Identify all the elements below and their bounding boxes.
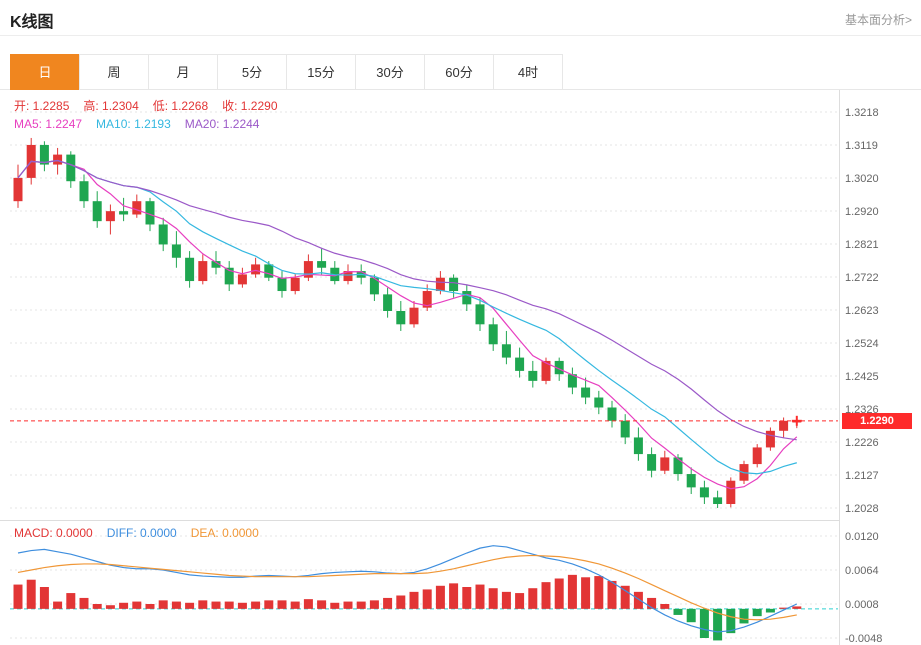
legend-ohlc-item: 开: 1.2285 xyxy=(14,99,70,113)
dea-line xyxy=(17,554,797,621)
current-price-cross-icon xyxy=(791,415,802,426)
macd-axis-label: -0.0048 xyxy=(845,633,882,645)
tab-item-2[interactable]: 月 xyxy=(148,54,218,90)
macd-legend: MACD: 0.0000 DIFF: 0.0000 DEA: 0.0000 xyxy=(14,526,259,540)
timeframe-tabs: 日周月 5分 15分 30分 60分 4时 xyxy=(10,54,563,90)
ma-legend: MA5: 1.2247 MA10: 1.2193 MA20: 1.2244 xyxy=(14,117,259,131)
tab-item-1[interactable]: 周 xyxy=(79,54,149,90)
price-axis-label: 1.2920 xyxy=(845,206,879,218)
price-axis-label: 1.2425 xyxy=(845,371,879,383)
macd-axis-label: 0.0120 xyxy=(845,531,879,543)
price-axis-label: 1.2722 xyxy=(845,272,879,284)
tab-item-0[interactable]: 日 xyxy=(10,54,80,90)
ma20-line xyxy=(17,159,797,441)
legend-ohlc-item: 低: 1.2268 xyxy=(152,99,209,113)
legend-ohlc-item: 高: 1.2304 xyxy=(83,99,139,113)
candles-layer xyxy=(13,137,802,508)
page-title: K线图 xyxy=(10,14,54,31)
price-axis-label: 1.2226 xyxy=(845,437,879,449)
diff-line xyxy=(17,545,798,633)
macd-axis-label: 0.0008 xyxy=(845,599,879,611)
price-axis-label: 1.3020 xyxy=(845,173,879,185)
legend-ohlc-item: 收: 1.2290 xyxy=(222,99,278,113)
ma10-line xyxy=(17,159,797,475)
price-axis-label: 1.3119 xyxy=(845,140,878,152)
header-divider xyxy=(0,35,921,36)
tab-item-5[interactable]: 30分 xyxy=(355,54,425,90)
fundamental-analysis-link[interactable]: 基本面分析> xyxy=(844,13,912,27)
tab-item-4[interactable]: 15分 xyxy=(286,54,356,90)
macd-bars-layer xyxy=(13,574,802,641)
tab-item-6[interactable]: 60分 xyxy=(424,54,494,90)
legend-ma-item: MA10: 1.2193 xyxy=(96,117,171,131)
ma5-line xyxy=(17,159,798,490)
tab-item-7[interactable]: 4时 xyxy=(493,54,563,90)
current-price-tag: 1.2290 xyxy=(842,412,912,429)
ohlc-legend: 开: 1.2285 高: 1.2304 低: 1.2268 收: 1.2290 xyxy=(14,97,278,114)
legend-ma-item: MA20: 1.2244 xyxy=(184,117,260,131)
legend-macd-item: MACD: 0.0000 xyxy=(14,526,93,540)
legend-macd-item: DEA: 0.0000 xyxy=(190,526,259,540)
macd-axis-label: 0.0064 xyxy=(845,565,879,577)
price-axis-label: 1.3218 xyxy=(845,107,879,119)
legend-macd-item: DIFF: 0.0000 xyxy=(106,526,177,540)
price-axis-label: 1.2821 xyxy=(845,239,879,251)
price-axis-label: 1.2524 xyxy=(845,338,879,350)
legend-ma-item: MA5: 1.2247 xyxy=(14,117,83,131)
tab-item-3[interactable]: 5分 xyxy=(217,54,287,90)
price-axis-label: 1.2127 xyxy=(845,470,879,482)
price-axis-label: 1.2028 xyxy=(845,503,879,515)
price-axis-label: 1.2623 xyxy=(845,305,879,317)
